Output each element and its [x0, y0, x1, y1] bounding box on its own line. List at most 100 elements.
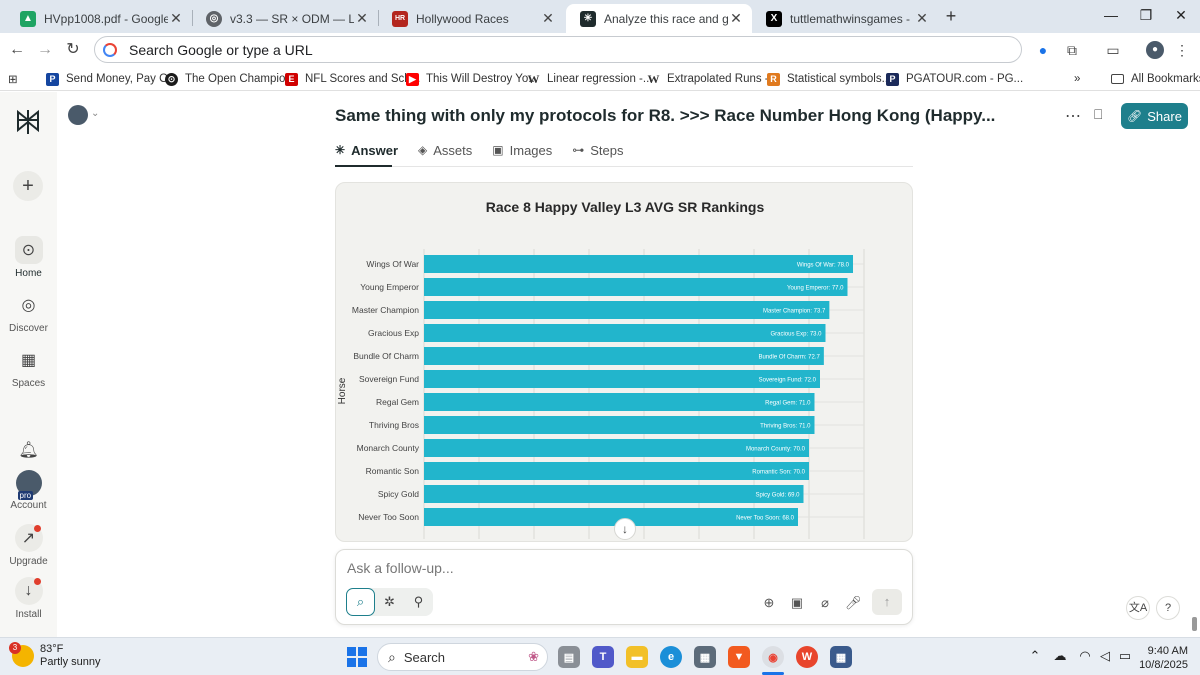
- chevron-down-icon[interactable]: ⌄: [91, 108, 100, 119]
- mode-selector: ⌕ ✲ ⚲: [346, 588, 433, 616]
- share-button[interactable]: 🔗︎ Share: [1121, 103, 1188, 129]
- brave-icon[interactable]: ▼: [728, 646, 750, 668]
- bookmark-item[interactable]: ⊙ The Open Champio...: [165, 70, 295, 88]
- sidebar-item-upgrade[interactable]: ↗ Upgrade: [0, 524, 57, 567]
- bookmark-label: The Open Champio...: [185, 73, 295, 85]
- windows-start-icon[interactable]: [347, 647, 367, 667]
- tab-assets[interactable]: ◈ Assets: [418, 138, 472, 162]
- bookmark-label: PGATOUR.com - PG...: [906, 73, 1024, 85]
- browser-tab-active[interactable]: ✳ Analyze this race and give me y ✕: [566, 4, 752, 33]
- help-icon: ?: [1164, 602, 1172, 614]
- tab-title: Hollywood Races: [416, 11, 509, 26]
- more-bookmarks-icon[interactable]: »: [1074, 73, 1081, 85]
- bookmark-item[interactable]: E NFL Scores and Sch...: [285, 70, 420, 88]
- microphone-icon[interactable]: 🎤︎: [845, 595, 862, 610]
- bookmark-item[interactable]: P Send Money, Pay O...: [46, 70, 178, 88]
- onedrive-icon[interactable]: ☁: [1053, 648, 1067, 663]
- tab-separator: [192, 10, 193, 26]
- extensions-icon[interactable]: ⧉: [1067, 42, 1077, 58]
- weather-widget[interactable]: 3 83°F Partly sunny: [9, 642, 101, 669]
- close-window-icon[interactable]: ✕: [1175, 7, 1187, 23]
- task-view-icon[interactable]: ▤: [558, 646, 580, 668]
- bookmark-icon[interactable]: ⎕: [1094, 106, 1103, 122]
- perplexity-logo[interactable]: [14, 108, 42, 136]
- bookmark-item[interactable]: W Extrapolated Runs -...: [647, 70, 779, 88]
- profile-avatar[interactable]: ●: [1146, 41, 1164, 59]
- globe-icon[interactable]: ⊕: [763, 595, 775, 610]
- y-tick-label: Gracious Exp: [368, 328, 419, 338]
- follow-up-input[interactable]: [347, 560, 847, 576]
- tray-overflow-icon[interactable]: ⌃: [1029, 648, 1041, 663]
- submit-button[interactable]: ↑: [872, 589, 902, 615]
- reload-icon[interactable]: ↻: [66, 41, 80, 58]
- sidebar-item-home[interactable]: ⊙ Home: [0, 236, 57, 279]
- browser-tab[interactable]: X tuttlemathwinsgames - 1st 15m ✕: [752, 4, 938, 33]
- system-clock[interactable]: 9:40 AM 10/8/2025: [1130, 644, 1188, 672]
- model-chip-icon[interactable]: ▣: [790, 595, 804, 610]
- word-app-icon[interactable]: W: [796, 646, 818, 668]
- tab-steps[interactable]: ⊶ Steps: [572, 138, 623, 162]
- active-tab-indicator: [335, 165, 392, 167]
- menu-icon[interactable]: ⋮: [1175, 42, 1189, 58]
- more-options-icon[interactable]: ⋯: [1065, 108, 1081, 125]
- all-bookmarks[interactable]: All Bookmarks: [1111, 70, 1200, 88]
- language-button[interactable]: 文A: [1126, 596, 1150, 620]
- bookmark-item[interactable]: W Linear regression -...: [527, 70, 653, 88]
- bookmark-item[interactable]: ▶ This Will Destroy Yo...: [406, 70, 538, 88]
- sidebar-item-label: Install: [15, 609, 42, 620]
- file-explorer-icon[interactable]: ▬: [626, 646, 648, 668]
- sidebar-item-spaces[interactable]: ▦ Spaces: [0, 346, 57, 389]
- teams-icon[interactable]: T: [592, 646, 614, 668]
- calculator-icon[interactable]: ▦: [830, 646, 852, 668]
- labs-mode-button[interactable]: ⚲: [404, 588, 433, 616]
- omnibox[interactable]: [94, 36, 1022, 63]
- search-mode-button[interactable]: ⌕: [346, 588, 375, 616]
- edge-icon[interactable]: e: [660, 646, 682, 668]
- new-tab-button[interactable]: +: [945, 6, 957, 26]
- scroll-down-button[interactable]: ↓: [614, 518, 636, 540]
- close-icon[interactable]: ✕: [730, 10, 742, 26]
- wifi-icon[interactable]: ◠: [1079, 648, 1091, 663]
- grammarly-icon[interactable]: ●: [1038, 42, 1048, 58]
- tab-images[interactable]: ▣ Images: [492, 138, 552, 162]
- scrollbar-thumb[interactable]: [1192, 617, 1197, 631]
- data-label: Gracious Exp: 73.0: [770, 332, 822, 338]
- close-icon[interactable]: ✕: [170, 10, 182, 26]
- restore-icon[interactable]: ❐: [1139, 7, 1153, 23]
- bookmark-item[interactable]: P PGATOUR.com - PG...: [886, 70, 1023, 88]
- close-icon[interactable]: ✕: [542, 10, 554, 26]
- arrow-up-icon: ↑: [883, 594, 891, 609]
- help-button[interactable]: ?: [1156, 596, 1180, 620]
- battery-icon[interactable]: ▭: [1118, 648, 1132, 663]
- browser-tab-strip: ▲ HVpp1008.pdf - Google Drive ✕ ◎ v3.3 —…: [0, 0, 1200, 33]
- tab-answer[interactable]: ✳ Answer: [335, 138, 398, 162]
- user-avatar[interactable]: [68, 105, 88, 125]
- chrome-icon[interactable]: ◉: [762, 646, 784, 668]
- browser-tab[interactable]: ◎ v3.3 — SR × ODM — L3 (Pos & ✕: [192, 4, 378, 33]
- apps-icon[interactable]: ⊞: [8, 74, 18, 86]
- new-thread-button[interactable]: +: [13, 171, 43, 201]
- y-tick-label: Bundle Of Charm: [353, 351, 419, 361]
- tab-title: v3.3 — SR × ODM — L3 (Pos &: [230, 11, 354, 26]
- back-icon[interactable]: ←: [9, 41, 25, 58]
- bookmark-item[interactable]: R Statistical symbols...: [767, 70, 891, 88]
- browser-tab[interactable]: HR Hollywood Races ✕: [378, 4, 564, 33]
- minimize-icon[interactable]: —: [1104, 7, 1118, 23]
- attach-icon[interactable]: ⌀: [821, 595, 829, 610]
- sidebar-item-account[interactable]: pro Account: [0, 470, 57, 511]
- taskbar-search[interactable]: ⌕ Search ❀: [377, 643, 548, 671]
- close-icon[interactable]: ✕: [356, 10, 368, 26]
- sidebar-item-install[interactable]: ↓ Install: [0, 577, 57, 620]
- address-input[interactable]: [129, 41, 929, 58]
- close-icon[interactable]: ✕: [916, 10, 928, 26]
- tab-search-icon[interactable]: ▭: [1106, 42, 1120, 58]
- forward-icon[interactable]: →: [37, 41, 53, 58]
- bar: [424, 324, 826, 342]
- tab-divider: [335, 166, 913, 167]
- sidebar-item-discover[interactable]: ◎ Discover: [0, 291, 57, 334]
- research-mode-button[interactable]: ✲: [375, 588, 404, 616]
- volume-icon[interactable]: ◁: [1100, 648, 1110, 663]
- store-icon[interactable]: ▦: [694, 646, 716, 668]
- browser-tab[interactable]: ▲ HVpp1008.pdf - Google Drive ✕: [6, 4, 192, 33]
- notifications-button[interactable]: 🔔︎: [0, 436, 57, 468]
